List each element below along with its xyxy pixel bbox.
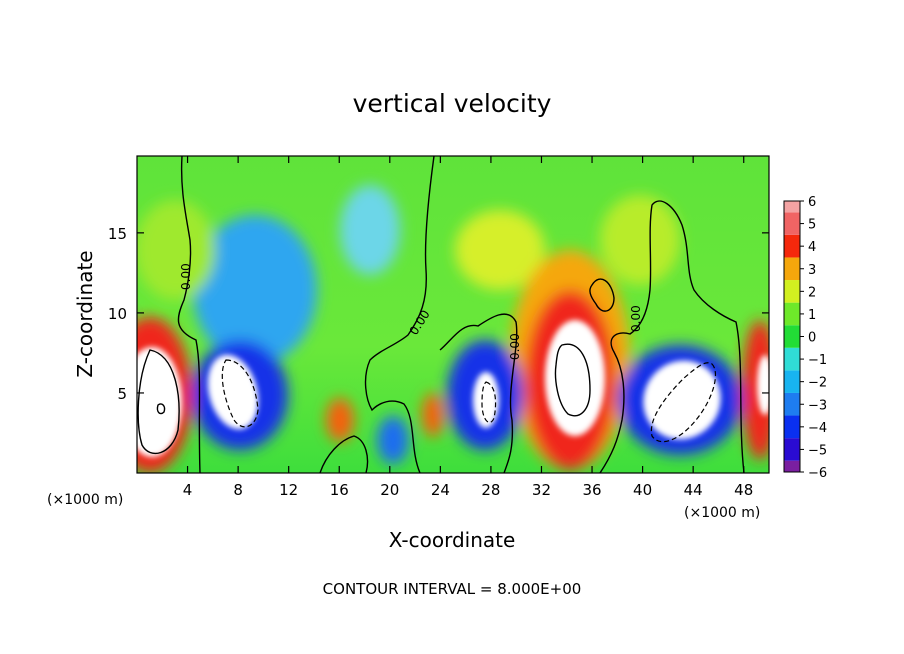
colorbar-swatch xyxy=(784,201,800,213)
colorbar-swatch xyxy=(784,212,800,235)
orange-cell-16 xyxy=(326,398,354,442)
x-axis-label: X-coordinate xyxy=(389,528,516,552)
contour-core-downdraft-right xyxy=(650,362,717,443)
colorbar-label: 5 xyxy=(808,218,816,233)
chart-title: vertical velocity xyxy=(353,89,552,118)
core-updraft-center xyxy=(545,320,605,436)
x-tick-label: 44 xyxy=(684,481,703,499)
colorbar-swatch xyxy=(784,415,800,439)
velocity-field xyxy=(137,156,769,473)
yellow-band-left xyxy=(137,200,215,300)
contour-label-mid: 0.00 xyxy=(508,333,522,360)
x-tick-label: 8 xyxy=(233,481,243,499)
x-tick-label: 16 xyxy=(330,481,349,499)
cyan-plume-upper xyxy=(340,185,400,275)
y-tick-label: 10 xyxy=(108,305,127,323)
yellow-band-upper xyxy=(455,210,545,290)
colorbar-swatch xyxy=(784,460,800,472)
colorbar-swatch xyxy=(784,302,800,326)
colorbar-label: −1 xyxy=(808,353,827,368)
core-downdraft-right xyxy=(643,360,721,440)
x-tick-label: 20 xyxy=(380,481,399,499)
x-axis: 4 8 12 16 20 24 28 32 36 40 44 48 xyxy=(183,156,753,499)
core-downdraft-middle xyxy=(473,372,499,428)
contour-core-downdraft-middle xyxy=(481,381,497,423)
contour-label-right: 0.00 xyxy=(629,305,643,332)
yellow-band-right xyxy=(600,195,680,285)
x-axis-unit-right: (×1000 m) xyxy=(684,505,760,521)
zero-contour-center-2 xyxy=(439,313,518,473)
colorbar-label: 4 xyxy=(808,240,816,255)
colorbar-swatch xyxy=(784,392,800,416)
core-left xyxy=(137,347,182,457)
x-tick-label: 4 xyxy=(183,481,193,499)
y-axis: 5 10 15 xyxy=(108,225,769,403)
contour-core-downdraft-left xyxy=(221,359,259,428)
x-tick-label: 48 xyxy=(734,481,753,499)
core-right-edge xyxy=(757,355,769,415)
colorbar-label: −2 xyxy=(808,376,827,391)
colorbar-label: 1 xyxy=(808,308,816,323)
red-cell-right-edge xyxy=(742,320,769,460)
zero-contour-center xyxy=(364,156,435,473)
colorbar-label: −4 xyxy=(808,421,827,436)
x-tick-label: 12 xyxy=(279,481,298,499)
colorbar-label: 0 xyxy=(808,331,816,346)
y-axis-label: Z-coordinate xyxy=(73,250,97,377)
colorbar-label: −6 xyxy=(808,466,827,481)
x-tick-label: 40 xyxy=(633,481,652,499)
colorbar-swatch xyxy=(784,257,800,281)
y-tick-label: 15 xyxy=(108,225,127,243)
colorbar-frame xyxy=(783,200,801,473)
contour-core-center xyxy=(554,343,591,417)
x-tick-label: 36 xyxy=(582,481,601,499)
x-axis-unit-left: (×1000 m) xyxy=(47,492,123,508)
contour-interval-note: CONTOUR INTERVAL = 8.000E+00 xyxy=(323,580,582,598)
colorbar-swatch xyxy=(784,234,800,258)
colorbar-label: −3 xyxy=(808,398,827,413)
core-downdraft-left xyxy=(207,354,259,430)
colorbar-label: 2 xyxy=(808,285,816,300)
orange-cell-24 xyxy=(422,393,444,437)
x-tick-label: 32 xyxy=(532,481,551,499)
colorbar-swatch xyxy=(784,438,800,461)
colorbar-label: 6 xyxy=(808,195,816,210)
colorbar-swatch xyxy=(784,325,800,348)
zero-contour-loop-b xyxy=(319,435,369,473)
blue-plume-upper xyxy=(193,215,317,365)
colorbar-swatch xyxy=(784,280,800,303)
contour-core-left xyxy=(137,349,180,455)
x-tick-label: 28 xyxy=(481,481,500,499)
colorbar-swatch xyxy=(784,370,800,393)
contour-label-left: 0.00 xyxy=(179,263,193,290)
y-tick-label: 5 xyxy=(117,385,127,403)
colorbar: −6 −5 −4 −3 −2 −1 0 1 2 3 4 5 6 xyxy=(783,195,827,481)
x-tick-label: 24 xyxy=(431,481,450,499)
zero-contour-right xyxy=(599,200,745,473)
contour-small-loop xyxy=(156,403,166,415)
zero-contour-left xyxy=(177,156,201,473)
colorbar-label: 3 xyxy=(808,263,816,278)
zero-contour-loop-a xyxy=(589,278,615,312)
colorbar-swatch xyxy=(784,347,800,371)
colorbar-label: −5 xyxy=(808,443,827,458)
plot-frame xyxy=(136,155,770,474)
blue-cell-20 xyxy=(377,416,409,464)
